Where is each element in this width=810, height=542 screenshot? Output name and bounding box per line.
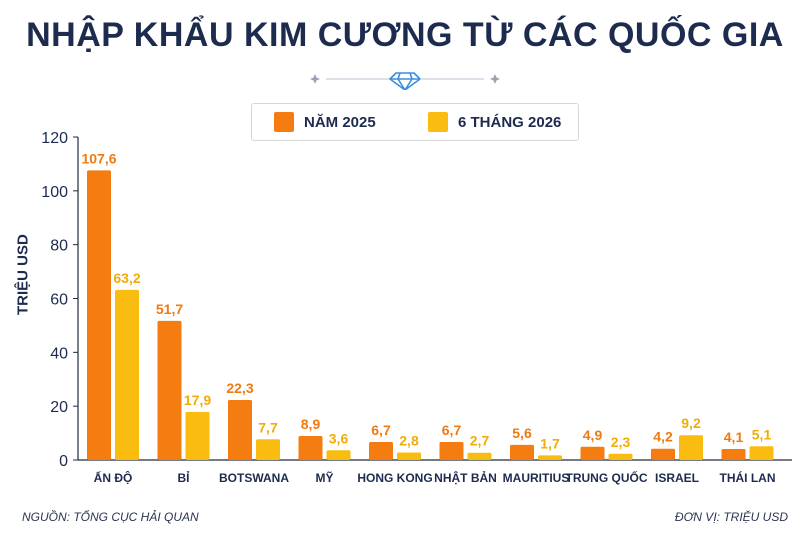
sparkle-icon [490,74,500,84]
bar-2026 [256,439,280,460]
legend-label-2026: 6 THÁNG 2026 [458,113,562,131]
data-label: 63,2 [113,270,140,286]
bar-2026 [679,435,703,460]
legend-item-2026: 6 THÁNG 2026 [428,112,561,132]
x-tick-label: BỈ [178,470,191,485]
bar-2025 [369,441,393,460]
data-label: 107,6 [81,150,116,166]
y-tick-label: 40 [50,345,68,362]
legend-item-2025: NĂM 2025 [274,112,376,132]
y-tick-label: 60 [50,292,68,309]
data-label: 9,2 [681,415,701,431]
x-tick-label: ISRAEL [655,471,699,485]
bar-2025 [721,448,746,460]
sparkle-icon [310,74,320,84]
diamond-icon [389,72,421,90]
data-label: 1,7 [540,435,560,451]
bar-2026 [749,446,774,460]
x-tick-label: MAURITIUS [503,471,570,485]
x-tick-label: NHẬT BẢN [434,470,497,485]
source-note: NGUỒN: TỔNG CỤC HẢI QUAN [22,510,199,524]
data-label: 2,8 [399,432,419,448]
bar-2025 [651,448,675,460]
x-tick-label: MỸ [316,470,334,485]
legend-swatch-2026 [428,112,448,132]
data-label: 51,7 [156,301,183,317]
bar-2026 [115,289,139,460]
data-label: 22,3 [226,380,253,396]
data-label: 5,1 [752,426,772,442]
bar-2026 [326,450,351,460]
bar-2025 [87,170,111,461]
y-tick-label: 100 [41,184,68,201]
data-label: 2,3 [611,434,631,450]
y-tick-label: 120 [41,130,68,147]
bar-2025 [228,399,252,460]
data-label: 4,1 [724,429,744,445]
data-label: 7,7 [258,419,278,435]
data-label: 3,6 [329,430,349,446]
data-label: 4,2 [653,429,673,445]
bar-2025 [439,441,464,460]
bar-2025 [298,436,323,460]
data-label: 2,7 [470,433,490,449]
bar-2026 [608,453,633,460]
title-divider [310,72,500,90]
bar-2026 [397,452,421,460]
legend-label-2025: NĂM 2025 [304,113,376,131]
bar-2025 [580,446,605,460]
bar-2025 [510,444,534,460]
legend-swatch-2025 [274,112,294,132]
x-tick-label: HONG KONG [357,471,432,485]
data-label: 6,7 [371,422,391,438]
unit-note: ĐƠN VỊ: TRIỆU USD [674,510,788,524]
bar-2026 [467,452,492,460]
data-label: 6,7 [442,422,462,438]
bar-2026 [185,411,210,460]
data-label: 8,9 [301,416,321,432]
chart-legend: NĂM 2025 6 THÁNG 2026 [251,103,579,141]
x-tick-label: TRUNG QUỐC [566,470,648,485]
data-label: 17,9 [184,392,211,408]
y-tick-label: 20 [50,399,68,416]
data-label: 5,6 [512,425,532,441]
y-tick-label: 80 [50,238,68,255]
bar-2025 [157,320,182,460]
bar-2026 [538,455,562,460]
x-tick-label: THÁI LAN [720,470,776,485]
chart-title: NHẬP KHẨU KIM CƯƠNG TỪ CÁC QUỐC GIA [26,16,784,54]
y-tick-label: 0 [59,453,68,470]
x-tick-label: ẤN ĐỘ [94,470,133,485]
data-label: 4,9 [583,427,603,443]
x-tick-label: BOTSWANA [219,471,289,485]
